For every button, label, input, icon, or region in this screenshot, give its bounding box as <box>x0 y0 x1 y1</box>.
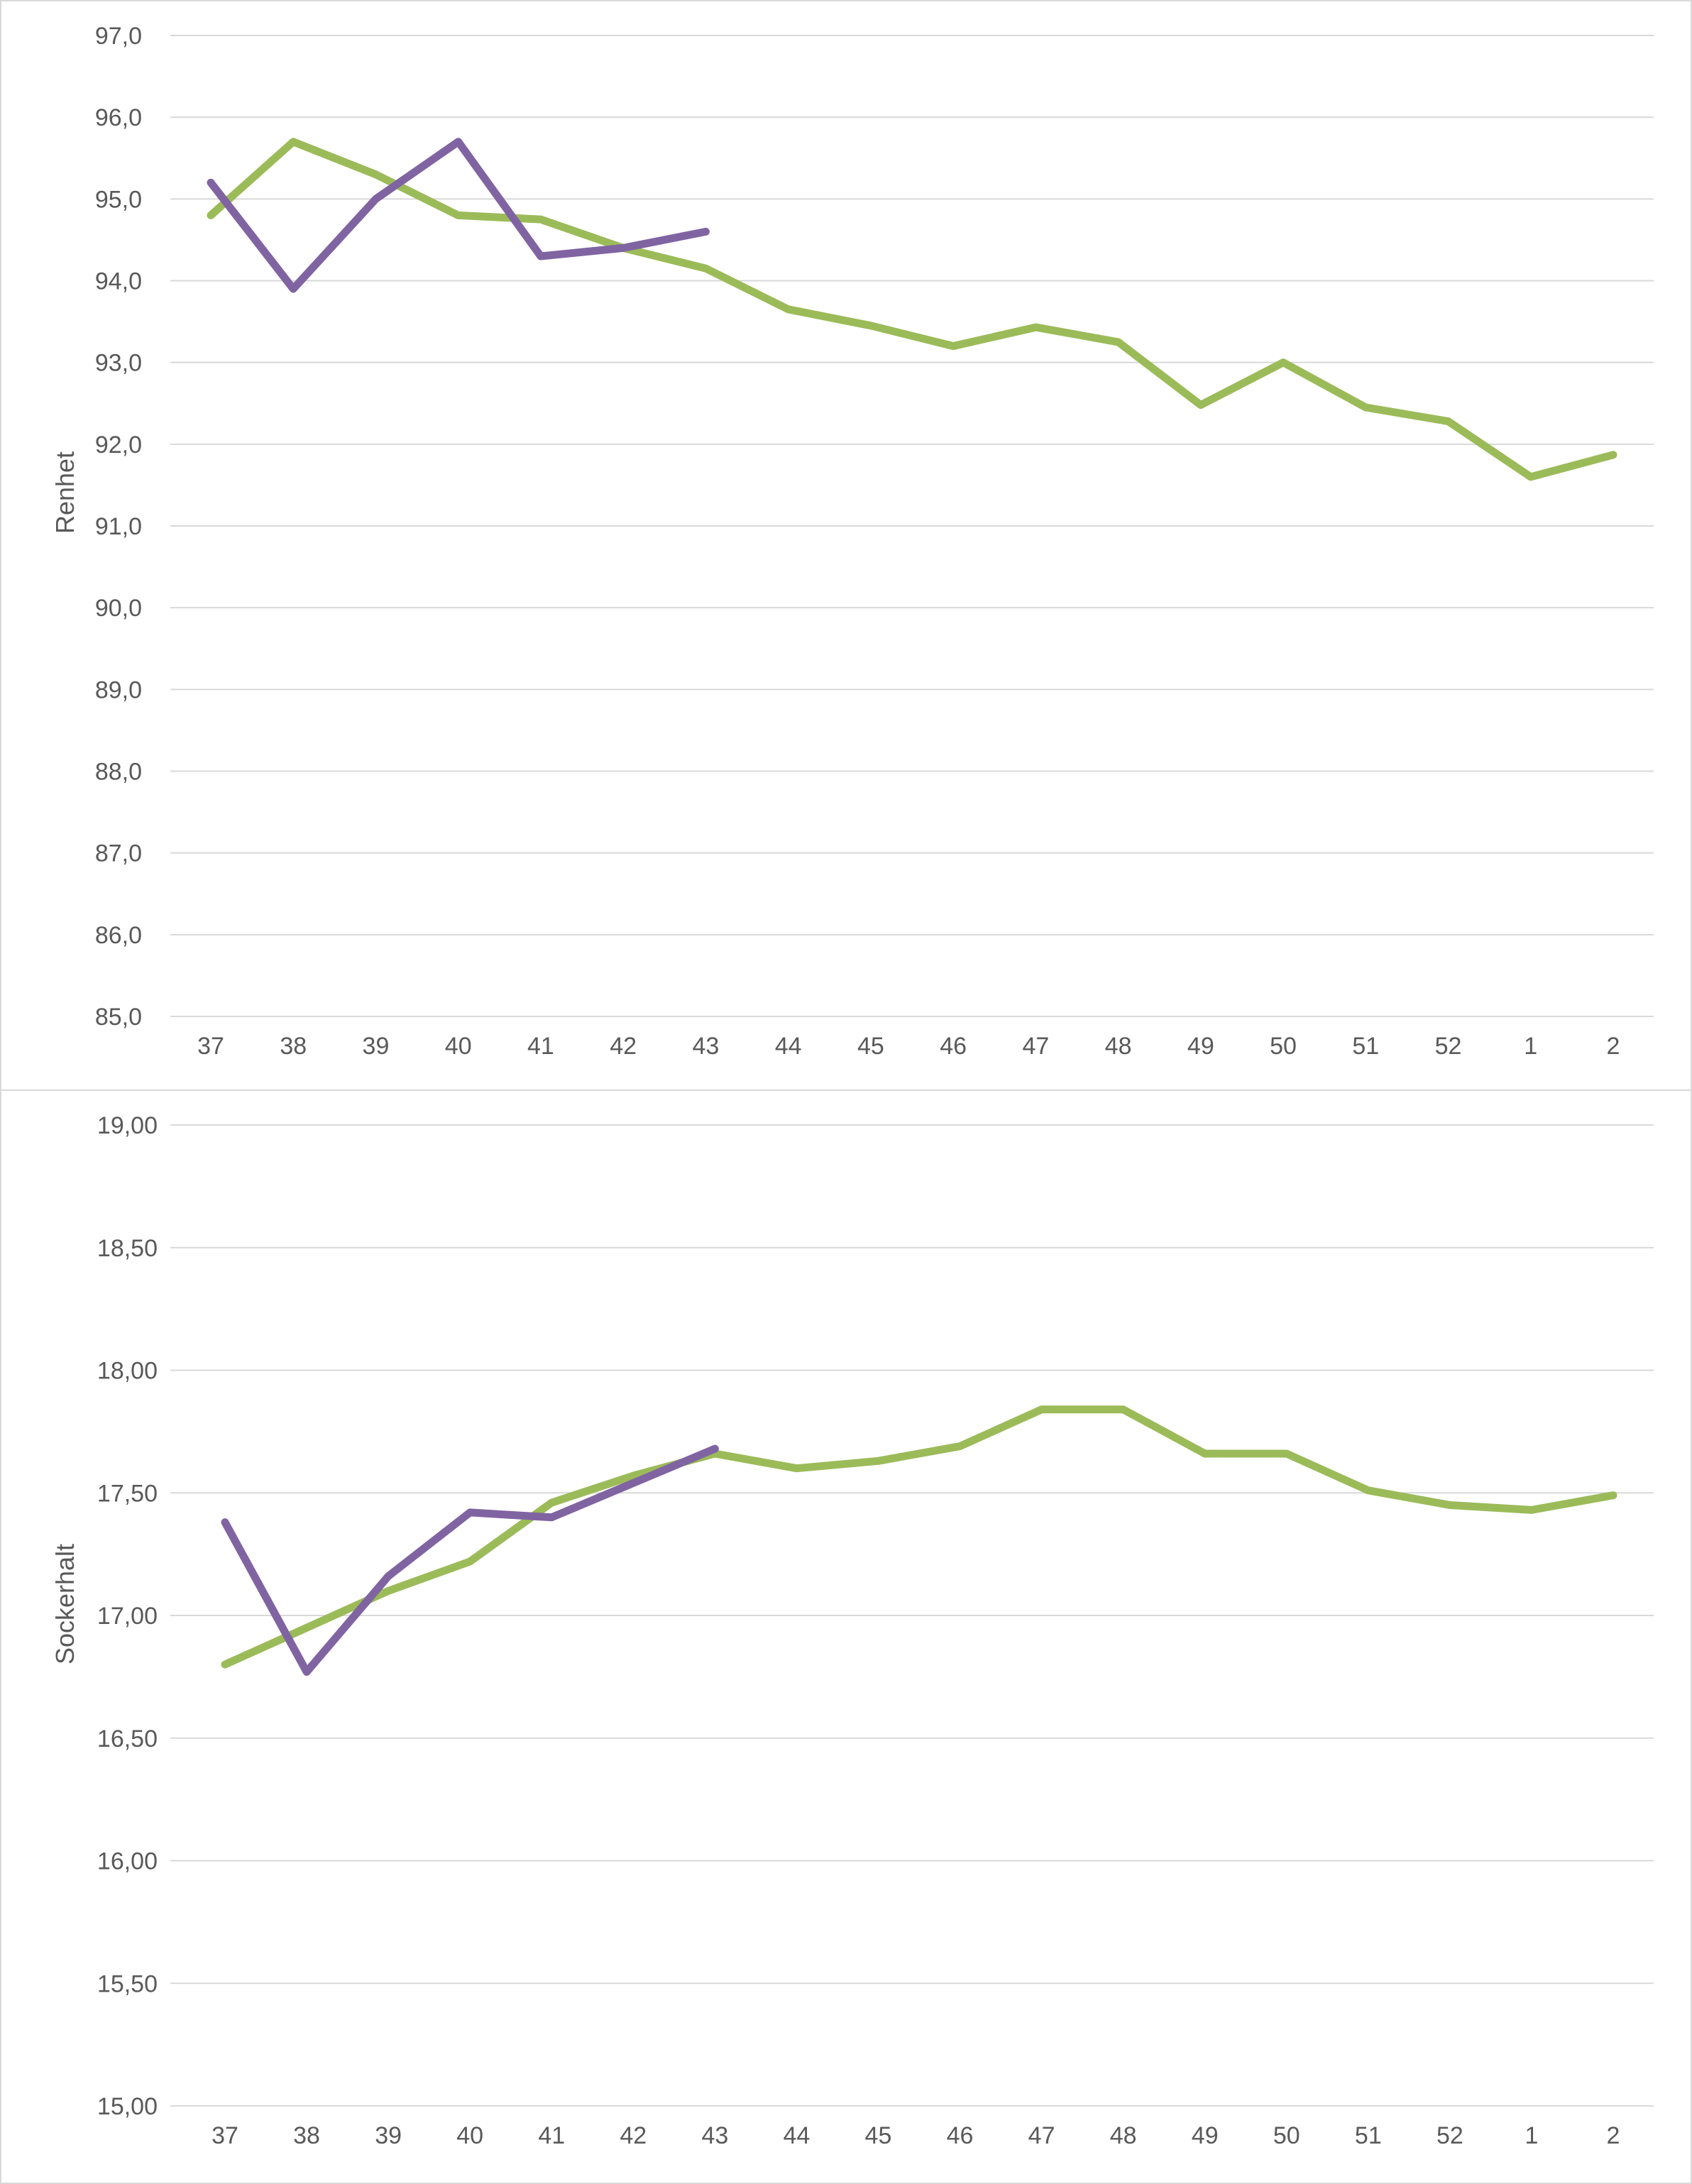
sockerhalt-y-tick-label: 19,00 <box>97 1112 158 1139</box>
sockerhalt-x-tick-label: 50 <box>1273 2122 1300 2149</box>
sockerhalt-x-tick-label: 2 <box>1607 2122 1620 2149</box>
sockerhalt-x-tick-label: 40 <box>456 2122 483 2149</box>
renhet-x-tick-label: 47 <box>1022 1033 1049 1060</box>
sockerhalt-x-tick-label: 49 <box>1192 2122 1219 2149</box>
sockerhalt-y-tick-label: 16,50 <box>97 1725 158 1752</box>
sockerhalt-x-tick-label: 46 <box>947 2122 974 2149</box>
sockerhalt-x-tick-label: 41 <box>538 2122 565 2149</box>
renhet-y-tick-label: 96,0 <box>95 104 142 131</box>
sockerhalt-x-tick-label: 52 <box>1436 2122 1463 2149</box>
sockerhalt-x-tick-label: 48 <box>1110 2122 1137 2149</box>
sockerhalt-y-tick-label: 18,00 <box>97 1358 158 1385</box>
renhet-series-green-line <box>207 138 1617 481</box>
renhet-y-tick-label: 97,0 <box>95 23 142 50</box>
renhet-y-tick-label: 92,0 <box>95 432 142 459</box>
renhet-y-tick-label: 87,0 <box>95 840 142 867</box>
sockerhalt-x-tick-label: 47 <box>1028 2122 1055 2149</box>
renhet-y-tick-label: 94,0 <box>95 268 142 295</box>
sockerhalt-y-tick-label: 17,50 <box>97 1480 158 1507</box>
renhet-y-tick-label: 90,0 <box>95 595 142 622</box>
sockerhalt-x-tick-label: 38 <box>293 2122 320 2149</box>
sockerhalt-x-tick-label: 44 <box>783 2122 810 2149</box>
sockerhalt-y-tick-label: 18,50 <box>97 1235 158 1262</box>
renhet-y-tick-label: 85,0 <box>95 1004 142 1031</box>
sockerhalt-y-tick-label: 15,00 <box>97 2093 158 2120</box>
renhet-x-tick-label: 2 <box>1607 1033 1620 1060</box>
sockerhalt-x-tick-label: 51 <box>1355 2122 1382 2149</box>
renhet-x-tick-label: 37 <box>197 1033 224 1060</box>
renhet-y-tick-label: 88,0 <box>95 759 142 786</box>
renhet-x-tick-label: 45 <box>857 1033 884 1060</box>
sockerhalt-y-tick-label: 15,50 <box>97 1970 158 1997</box>
renhet-y-tick-label: 95,0 <box>95 186 142 213</box>
renhet-chart-panel <box>0 0 1692 1091</box>
sockerhalt-x-tick-label: 43 <box>701 2122 728 2149</box>
renhet-x-tick-label: 48 <box>1105 1033 1132 1060</box>
renhet-x-tick-label: 52 <box>1435 1033 1462 1060</box>
renhet-y-tick-label: 86,0 <box>95 922 142 949</box>
renhet-y-tick-label: 91,0 <box>95 513 142 540</box>
renhet-x-tick-label: 44 <box>775 1033 802 1060</box>
renhet-x-tick-label: 43 <box>692 1033 719 1060</box>
sockerhalt-x-tick-label: 37 <box>211 2122 238 2149</box>
renhet-x-tick-label: 51 <box>1352 1033 1379 1060</box>
renhet-x-tick-label: 50 <box>1270 1033 1297 1060</box>
renhet-y-tick-label: 89,0 <box>95 676 142 703</box>
renhet-x-tick-label: 49 <box>1187 1033 1214 1060</box>
renhet-x-tick-label: 1 <box>1524 1033 1537 1060</box>
renhet-x-tick-label: 40 <box>445 1033 472 1060</box>
sockerhalt-x-tick-label: 42 <box>620 2122 647 2149</box>
renhet-x-tick-label: 39 <box>363 1033 390 1060</box>
sockerhalt-series-green-line <box>221 1405 1617 1669</box>
sockerhalt-y-tick-label: 16,00 <box>97 1848 158 1875</box>
sockerhalt-series-purple-line <box>221 1444 719 1676</box>
sockerhalt-y-tick-label: 17,00 <box>97 1603 158 1630</box>
sockerhalt-x-tick-label: 39 <box>375 2122 402 2149</box>
renhet-x-tick-label: 38 <box>280 1033 307 1060</box>
sockerhalt-y-axis-title: Sockerhalt <box>50 1544 79 1664</box>
renhet-x-tick-label: 46 <box>940 1033 967 1060</box>
renhet-x-tick-label: 41 <box>527 1033 554 1060</box>
sockerhalt-x-tick-label: 45 <box>865 2122 892 2149</box>
renhet-y-tick-label: 93,0 <box>95 350 142 377</box>
sockerhalt-x-tick-label: 1 <box>1525 2122 1538 2149</box>
renhet-series-purple-line <box>207 138 710 293</box>
renhet-x-tick-label: 42 <box>610 1033 637 1060</box>
renhet-y-axis-title: Renhet <box>50 451 79 534</box>
